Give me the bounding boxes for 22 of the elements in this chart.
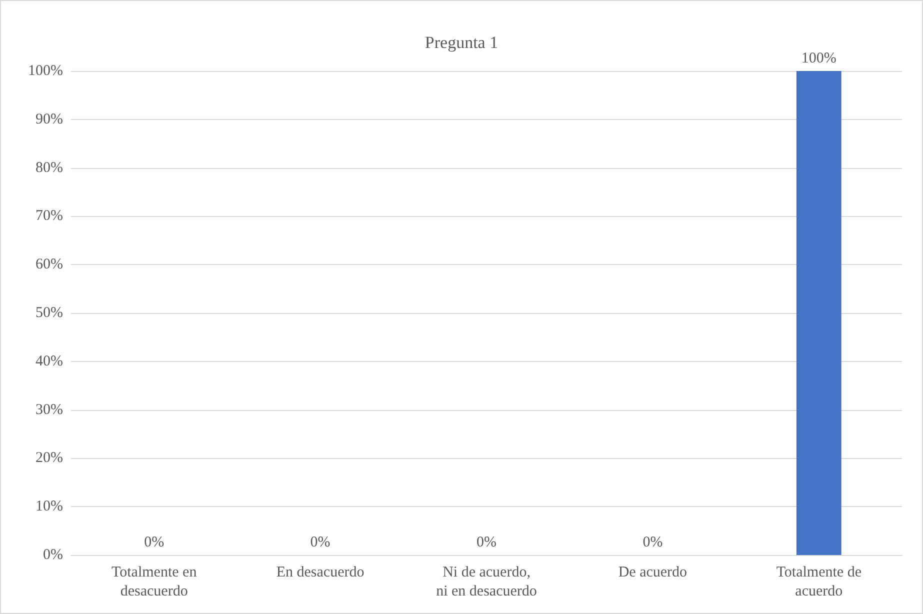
y-tick-label: 60%: [36, 256, 63, 273]
chart-title: Pregunta 1: [424, 33, 498, 52]
x-tick-label: En desacuerdo: [276, 564, 364, 580]
y-tick-label: 10%: [36, 498, 63, 515]
y-tick-label: 20%: [36, 450, 63, 466]
y-tick-label: 70%: [36, 208, 63, 224]
data-label: 0%: [642, 534, 663, 550]
y-tick-label: 40%: [36, 353, 63, 370]
x-tick-label: De acuerdo: [618, 564, 688, 580]
y-tick-label: 100%: [28, 63, 63, 79]
data-label: 0%: [476, 534, 496, 550]
x-tick-label: Totalmente en desacuerdo: [112, 564, 198, 600]
y-tick-label: 90%: [36, 111, 63, 128]
x-tick-label: Totalmente de acuerdo: [776, 564, 862, 600]
x-tick-label: Ni de acuerdo, ni en desacuerdo: [436, 564, 537, 600]
y-tick-label: 80%: [36, 160, 63, 176]
data-label: 0%: [310, 534, 330, 550]
y-tick-label: 30%: [36, 402, 63, 418]
data-label: 0%: [144, 534, 164, 550]
data-label: 100%: [801, 50, 836, 66]
y-tick-label: 0%: [43, 547, 63, 563]
y-tick-label: 50%: [36, 305, 63, 321]
